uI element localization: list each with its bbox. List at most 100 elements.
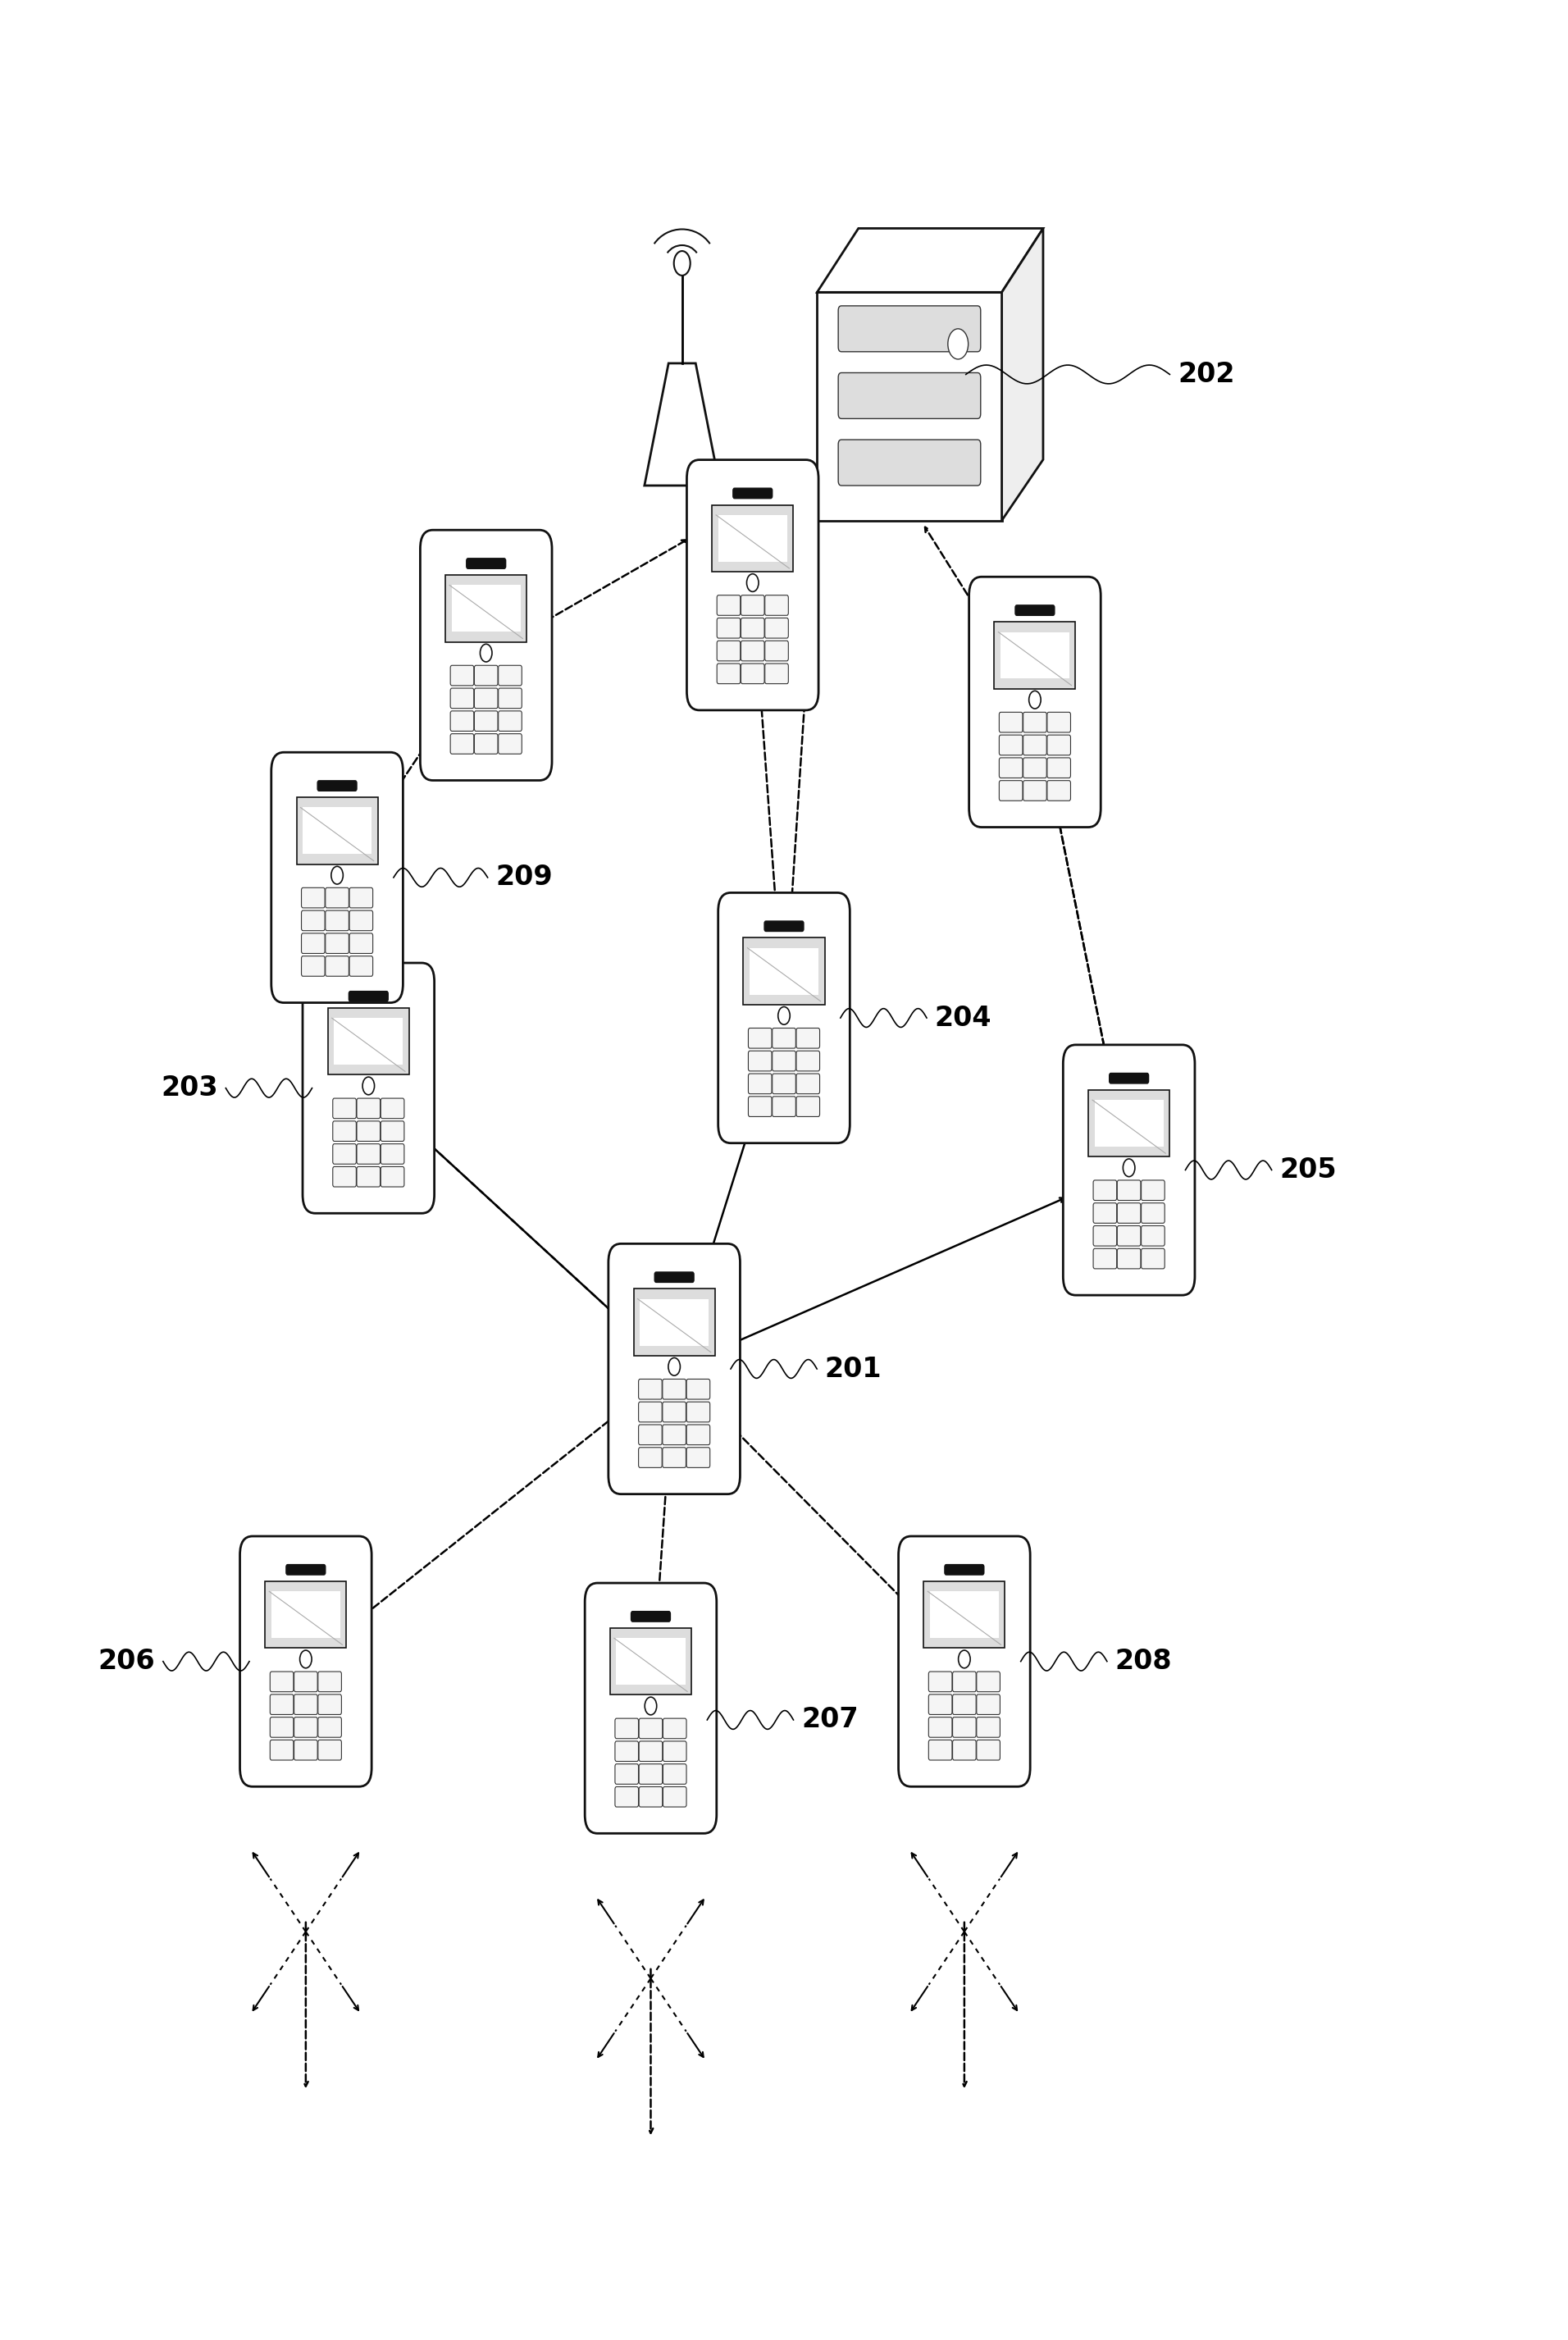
FancyBboxPatch shape — [318, 1671, 342, 1692]
FancyBboxPatch shape — [764, 922, 804, 931]
FancyBboxPatch shape — [301, 910, 325, 931]
FancyBboxPatch shape — [717, 594, 740, 615]
FancyBboxPatch shape — [717, 618, 740, 639]
FancyBboxPatch shape — [977, 1671, 1000, 1692]
FancyBboxPatch shape — [450, 665, 474, 686]
FancyBboxPatch shape — [301, 934, 325, 952]
Circle shape — [746, 573, 759, 592]
FancyBboxPatch shape — [748, 1097, 771, 1116]
Circle shape — [362, 1076, 375, 1095]
FancyBboxPatch shape — [318, 1741, 342, 1760]
FancyBboxPatch shape — [499, 688, 522, 709]
FancyBboxPatch shape — [1047, 735, 1071, 756]
FancyBboxPatch shape — [332, 1097, 356, 1119]
FancyBboxPatch shape — [765, 594, 789, 615]
FancyBboxPatch shape — [615, 1718, 638, 1739]
FancyBboxPatch shape — [638, 1448, 662, 1467]
Bar — [750, 948, 818, 995]
FancyBboxPatch shape — [295, 1718, 317, 1736]
FancyBboxPatch shape — [475, 735, 497, 753]
FancyBboxPatch shape — [773, 1027, 795, 1048]
FancyBboxPatch shape — [999, 735, 1022, 756]
FancyBboxPatch shape — [717, 641, 740, 660]
Bar — [616, 1638, 685, 1685]
FancyBboxPatch shape — [748, 1051, 771, 1072]
FancyBboxPatch shape — [1093, 1203, 1116, 1224]
FancyBboxPatch shape — [1014, 606, 1055, 615]
Text: 209: 209 — [495, 863, 552, 892]
FancyBboxPatch shape — [797, 1027, 820, 1048]
FancyBboxPatch shape — [999, 758, 1022, 777]
FancyBboxPatch shape — [295, 1671, 317, 1692]
FancyBboxPatch shape — [742, 641, 764, 660]
FancyBboxPatch shape — [585, 1582, 717, 1835]
Text: 207: 207 — [801, 1706, 858, 1734]
Text: 208: 208 — [1115, 1647, 1171, 1675]
FancyBboxPatch shape — [999, 782, 1022, 800]
Bar — [303, 807, 372, 854]
Bar — [271, 1591, 340, 1638]
FancyBboxPatch shape — [839, 307, 980, 351]
FancyBboxPatch shape — [765, 665, 789, 683]
FancyBboxPatch shape — [499, 665, 522, 686]
FancyBboxPatch shape — [717, 665, 740, 683]
FancyBboxPatch shape — [295, 1694, 317, 1715]
FancyBboxPatch shape — [381, 1168, 405, 1186]
FancyBboxPatch shape — [797, 1051, 820, 1072]
FancyBboxPatch shape — [765, 641, 789, 660]
FancyBboxPatch shape — [350, 887, 373, 908]
Bar — [452, 585, 521, 632]
Text: 203: 203 — [162, 1074, 218, 1102]
FancyBboxPatch shape — [301, 887, 325, 908]
FancyBboxPatch shape — [928, 1718, 952, 1736]
Circle shape — [1123, 1158, 1135, 1177]
FancyBboxPatch shape — [839, 440, 980, 484]
Bar — [633, 1289, 715, 1355]
FancyBboxPatch shape — [687, 1448, 710, 1467]
FancyBboxPatch shape — [1109, 1074, 1149, 1083]
Circle shape — [480, 644, 492, 662]
Bar — [445, 576, 527, 641]
FancyBboxPatch shape — [977, 1741, 1000, 1760]
FancyBboxPatch shape — [718, 894, 850, 1144]
FancyBboxPatch shape — [358, 1121, 379, 1142]
FancyBboxPatch shape — [1118, 1179, 1140, 1200]
Bar — [296, 798, 378, 863]
FancyBboxPatch shape — [732, 489, 773, 498]
FancyBboxPatch shape — [332, 1168, 356, 1186]
FancyBboxPatch shape — [350, 934, 373, 952]
FancyBboxPatch shape — [1047, 758, 1071, 777]
FancyBboxPatch shape — [663, 1378, 685, 1399]
FancyBboxPatch shape — [1024, 758, 1046, 777]
FancyBboxPatch shape — [270, 1718, 293, 1736]
FancyBboxPatch shape — [240, 1537, 372, 1788]
FancyBboxPatch shape — [663, 1718, 687, 1739]
FancyBboxPatch shape — [1093, 1226, 1116, 1245]
FancyBboxPatch shape — [270, 1671, 293, 1692]
FancyBboxPatch shape — [326, 910, 348, 931]
FancyBboxPatch shape — [773, 1051, 795, 1072]
FancyBboxPatch shape — [742, 594, 764, 615]
Bar — [265, 1582, 347, 1647]
FancyBboxPatch shape — [1024, 782, 1046, 800]
Bar — [924, 1582, 1005, 1647]
FancyBboxPatch shape — [742, 618, 764, 639]
FancyBboxPatch shape — [326, 957, 348, 976]
Bar — [610, 1629, 691, 1694]
FancyBboxPatch shape — [270, 1694, 293, 1715]
FancyBboxPatch shape — [350, 910, 373, 931]
FancyBboxPatch shape — [977, 1718, 1000, 1736]
FancyBboxPatch shape — [663, 1425, 685, 1444]
FancyBboxPatch shape — [466, 559, 506, 569]
FancyBboxPatch shape — [301, 957, 325, 976]
Circle shape — [778, 1006, 790, 1025]
FancyBboxPatch shape — [381, 1097, 405, 1119]
FancyBboxPatch shape — [1063, 1044, 1195, 1294]
FancyBboxPatch shape — [953, 1741, 975, 1760]
FancyBboxPatch shape — [765, 618, 789, 639]
Bar — [743, 938, 825, 1004]
Text: 202: 202 — [1178, 360, 1234, 388]
FancyBboxPatch shape — [969, 578, 1101, 828]
FancyBboxPatch shape — [773, 1074, 795, 1093]
FancyBboxPatch shape — [817, 292, 1002, 519]
